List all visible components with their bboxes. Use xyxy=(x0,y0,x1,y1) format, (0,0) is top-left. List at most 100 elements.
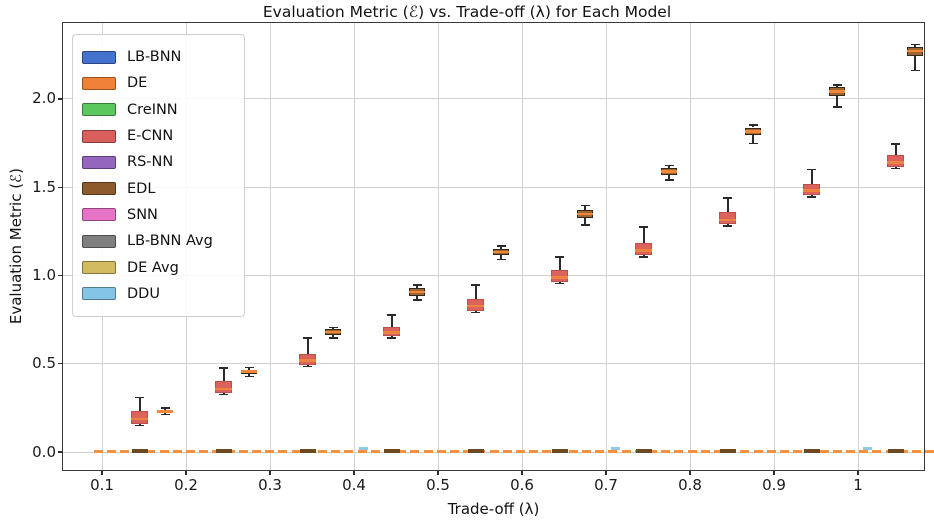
y-tick-label: 2.0 xyxy=(32,89,56,108)
box-e-cnn xyxy=(635,242,653,256)
legend-item-lb-bnn-avg: LB-BNN Avg xyxy=(82,228,234,254)
whisker xyxy=(727,224,729,226)
baseline-dash xyxy=(582,449,591,453)
box-e-cnn xyxy=(719,211,737,225)
median-line xyxy=(131,417,149,421)
baseline-dash xyxy=(344,449,354,453)
whisker-cap xyxy=(807,196,817,198)
x-tick-label: 0.8 xyxy=(678,476,702,494)
baseline-dark-dash xyxy=(383,449,400,453)
y-tick xyxy=(58,363,62,365)
baseline-dash xyxy=(846,449,855,453)
x-tick xyxy=(521,471,523,475)
whisker-cap xyxy=(160,407,170,409)
whisker-cap xyxy=(748,124,758,126)
baseline-dash xyxy=(106,449,116,453)
baseline-dash xyxy=(529,449,539,453)
x-tick xyxy=(605,471,607,475)
whisker xyxy=(248,373,250,377)
median-line xyxy=(551,276,569,279)
x-tick xyxy=(101,471,103,475)
x-gridline xyxy=(857,22,859,471)
whisker xyxy=(139,423,141,426)
median-line xyxy=(635,249,653,252)
baseline-dash xyxy=(199,449,209,453)
whisker xyxy=(416,295,418,300)
whisker xyxy=(643,255,645,257)
legend-item-creinn: CreINN xyxy=(82,97,234,123)
box-e-cnn xyxy=(215,381,233,393)
whisker-cap xyxy=(639,226,649,228)
median-line xyxy=(803,189,821,192)
y-tick-label: 0.0 xyxy=(32,442,56,461)
whisker-cap xyxy=(639,256,649,258)
median-line xyxy=(661,170,677,173)
whisker-cap xyxy=(910,69,920,72)
box-e-cnn xyxy=(887,155,905,167)
x-tick xyxy=(689,471,691,475)
whisker xyxy=(668,165,670,169)
y-tick xyxy=(58,98,62,100)
median-line xyxy=(719,218,737,222)
whisker xyxy=(332,327,334,330)
baseline-dash xyxy=(463,449,473,453)
box-e-cnn xyxy=(803,183,821,196)
box-e-cnn xyxy=(551,269,569,282)
baseline-dash xyxy=(423,449,433,453)
median-line xyxy=(577,212,593,216)
whisker-cap xyxy=(303,337,313,339)
whisker xyxy=(223,368,225,382)
whisker-cap xyxy=(328,337,338,339)
x-tick-label: 0.6 xyxy=(510,476,534,494)
baseline-dash xyxy=(318,449,327,453)
baseline-dash xyxy=(700,449,710,453)
y-tick xyxy=(58,186,62,188)
baseline-dash xyxy=(450,449,459,453)
whisker-cap xyxy=(910,43,920,46)
baseline-dash xyxy=(502,449,512,453)
x-tick xyxy=(773,471,775,475)
baseline-dash xyxy=(859,449,869,453)
legend-label: RS-NN xyxy=(127,154,174,171)
whisker xyxy=(914,44,916,47)
baseline-dark-dash xyxy=(299,449,316,453)
whisker-cap xyxy=(135,424,145,427)
x-tick-label: 0.4 xyxy=(342,476,366,494)
baseline-dash xyxy=(542,449,552,453)
x-tick xyxy=(185,471,187,475)
median-line xyxy=(325,330,341,334)
baseline-dash xyxy=(238,449,248,453)
box-e-cnn xyxy=(299,354,317,365)
baseline-dash xyxy=(489,449,499,453)
legend-swatch xyxy=(82,129,116,143)
baseline-dash xyxy=(832,449,842,453)
whisker-cap xyxy=(664,179,674,181)
whisker-cap xyxy=(555,282,565,285)
median-line xyxy=(493,250,509,254)
median-line xyxy=(907,49,924,53)
baseline-dash xyxy=(436,449,446,453)
x-tick xyxy=(353,471,355,475)
baseline-dark-dash xyxy=(887,449,904,453)
whisker xyxy=(752,125,754,128)
legend-label: EDL xyxy=(127,180,156,197)
legend-swatch xyxy=(82,261,116,275)
whisker-cap xyxy=(832,106,842,108)
x-tick-label: 0.2 xyxy=(174,476,198,494)
x-tick-label: 0.3 xyxy=(258,476,282,494)
baseline-dash xyxy=(793,449,803,453)
whisker-cap xyxy=(807,168,817,171)
whisker-cap xyxy=(748,142,758,145)
baseline-dash xyxy=(265,449,275,453)
baseline-accent-dash xyxy=(611,447,620,450)
legend-swatch xyxy=(82,234,116,248)
baseline-dash xyxy=(516,449,525,453)
median-line xyxy=(829,90,845,93)
x-tick xyxy=(857,471,859,475)
x-tick-label: 0.7 xyxy=(594,476,618,494)
whisker xyxy=(391,336,393,339)
baseline-dash xyxy=(648,449,657,453)
baseline-dash xyxy=(819,449,829,453)
whisker-cap xyxy=(471,311,481,314)
whisker-cap xyxy=(244,375,254,378)
